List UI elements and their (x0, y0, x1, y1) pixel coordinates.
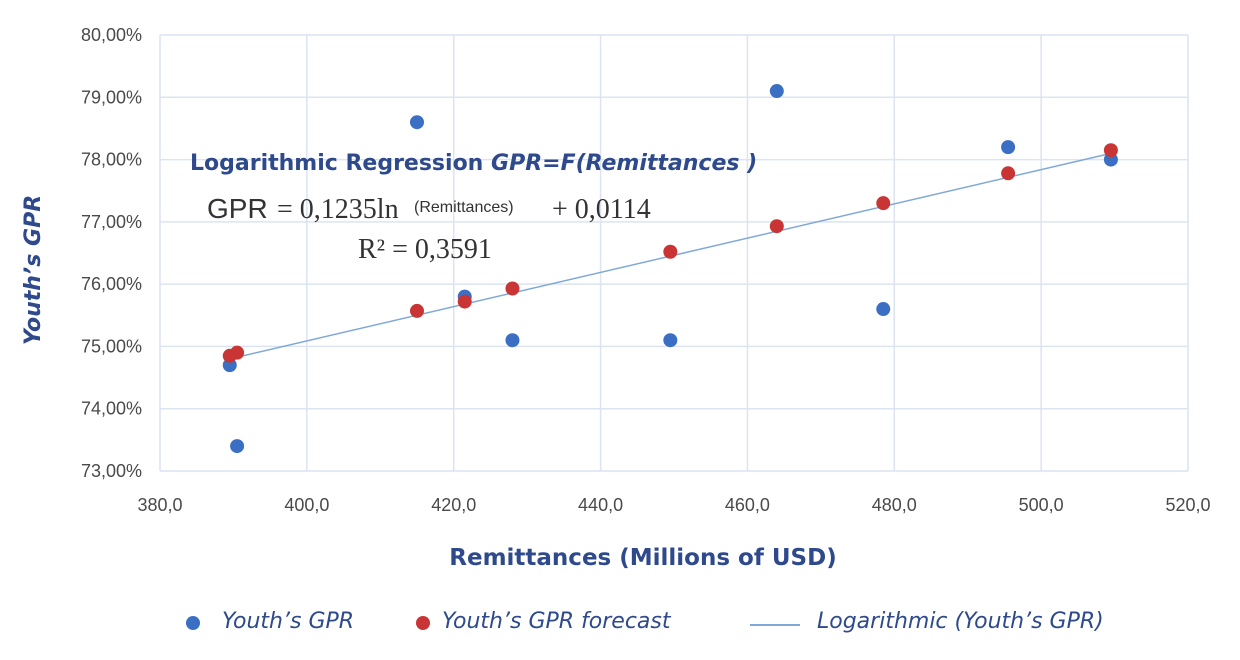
equation-intercept: + 0,0114 (552, 194, 651, 225)
data-point-youth-gpr-forecast (876, 196, 891, 211)
x-tick-label: 520,0 (1165, 495, 1210, 515)
legend: Youth’s GPR Youth’s GPR forecast Logarit… (186, 609, 1104, 634)
r-squared-label: R² = 0,3591 (358, 234, 492, 265)
y-tick-label: 79,00% (81, 87, 142, 107)
data-point-youth-gpr-forecast (769, 219, 784, 234)
x-tick-labels: 380,0 400,0 420,0 440,0 460,0 480,0 500,0 520,0 (137, 495, 1210, 515)
legend-label-youth-gpr: Youth’s GPR (222, 609, 354, 634)
y-tick-label: 76,00% (81, 274, 142, 294)
x-tick-label: 460,0 (725, 495, 770, 515)
series-youth-gpr (222, 84, 1118, 454)
x-tick-label: 500,0 (1019, 495, 1064, 515)
y-tick-label: 75,00% (81, 336, 142, 356)
x-tick-label: 420,0 (431, 495, 476, 515)
data-point-youth-gpr-forecast (1103, 143, 1118, 158)
x-tick-label: 440,0 (578, 495, 623, 515)
y-tick-labels: 73,00% 74,00% 75,00% 76,00% 77,00% 78,00% 79,0… (81, 25, 142, 481)
data-point-youth-gpr (410, 115, 424, 130)
equation-parenthesis: (Remittances) (414, 199, 514, 216)
x-tick-label: 480,0 (872, 495, 917, 515)
data-point-youth-gpr-forecast (505, 281, 520, 296)
y-tick-label: 77,00% (81, 212, 142, 232)
y-tick-label: 78,00% (81, 150, 142, 170)
annotation-title-formula: GPR=F(Remittances ) (491, 151, 757, 176)
x-axis-title: Remittances (Millions of USD) (449, 545, 836, 571)
data-point-youth-gpr-forecast (1001, 166, 1016, 181)
legend-label-youth-gpr-forecast: Youth’s GPR forecast (442, 609, 672, 634)
legend-marker-youth-gpr-forecast (416, 616, 430, 630)
gridlines (159, 34, 1189, 472)
y-tick-label: 73,00% (81, 461, 142, 481)
equation-lhs: GPR (207, 193, 268, 224)
y-tick-label: 80,00% (81, 25, 142, 45)
annotation-title: Logarithmic Regression GPR=F(Remittances… (190, 151, 757, 176)
data-point-youth-gpr-forecast (230, 345, 245, 360)
data-point-youth-gpr (876, 302, 891, 317)
data-point-youth-gpr (230, 439, 245, 454)
annotation-title-text: Logarithmic Regression (190, 151, 491, 176)
data-point-youth-gpr-forecast (410, 303, 424, 318)
equation-coefficient: = 0,1235ln (277, 194, 399, 225)
data-point-youth-gpr (769, 84, 784, 99)
legend-label-trendline: Logarithmic (Youth’s GPR) (817, 609, 1104, 634)
legend-marker-youth-gpr (186, 616, 200, 630)
data-point-youth-gpr (505, 333, 520, 348)
data-point-youth-gpr (1001, 140, 1016, 155)
series-youth-gpr-forecast (222, 143, 1118, 363)
y-axis-title: Youth’s GPR (21, 195, 46, 345)
data-point-youth-gpr-forecast (663, 244, 678, 259)
data-point-youth-gpr (663, 333, 678, 348)
regression-annotation: Logarithmic Regression GPR=F(Remittances… (190, 151, 757, 265)
x-tick-label: 400,0 (284, 495, 329, 515)
y-tick-label: 74,00% (81, 399, 142, 419)
x-tick-label: 380,0 (137, 495, 182, 515)
data-point-youth-gpr-forecast (457, 294, 472, 309)
